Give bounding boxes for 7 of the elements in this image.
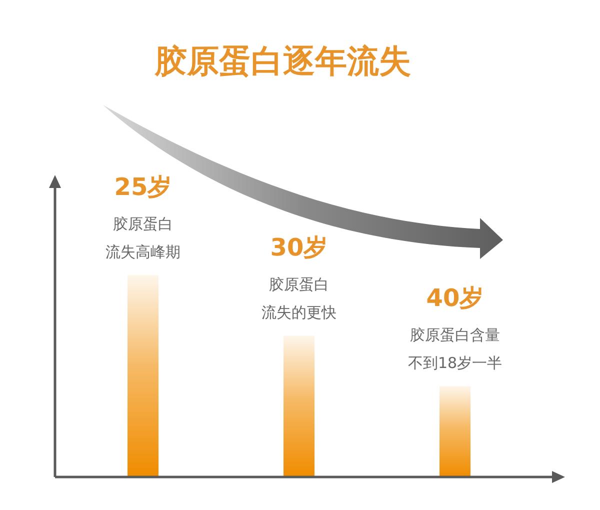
text: 25岁 — [114, 173, 172, 201]
text: 30岁 — [270, 234, 328, 262]
chart-title: 胶原蛋白逐年流失 — [154, 42, 411, 80]
annotation: 胶原蛋白含量不到18岁一半 — [408, 326, 502, 372]
annotation: 胶原蛋白流失高峰期 — [106, 215, 180, 261]
annotation: 40岁 — [426, 284, 484, 312]
annotation: 胶原蛋白流失的更快 — [262, 276, 336, 322]
